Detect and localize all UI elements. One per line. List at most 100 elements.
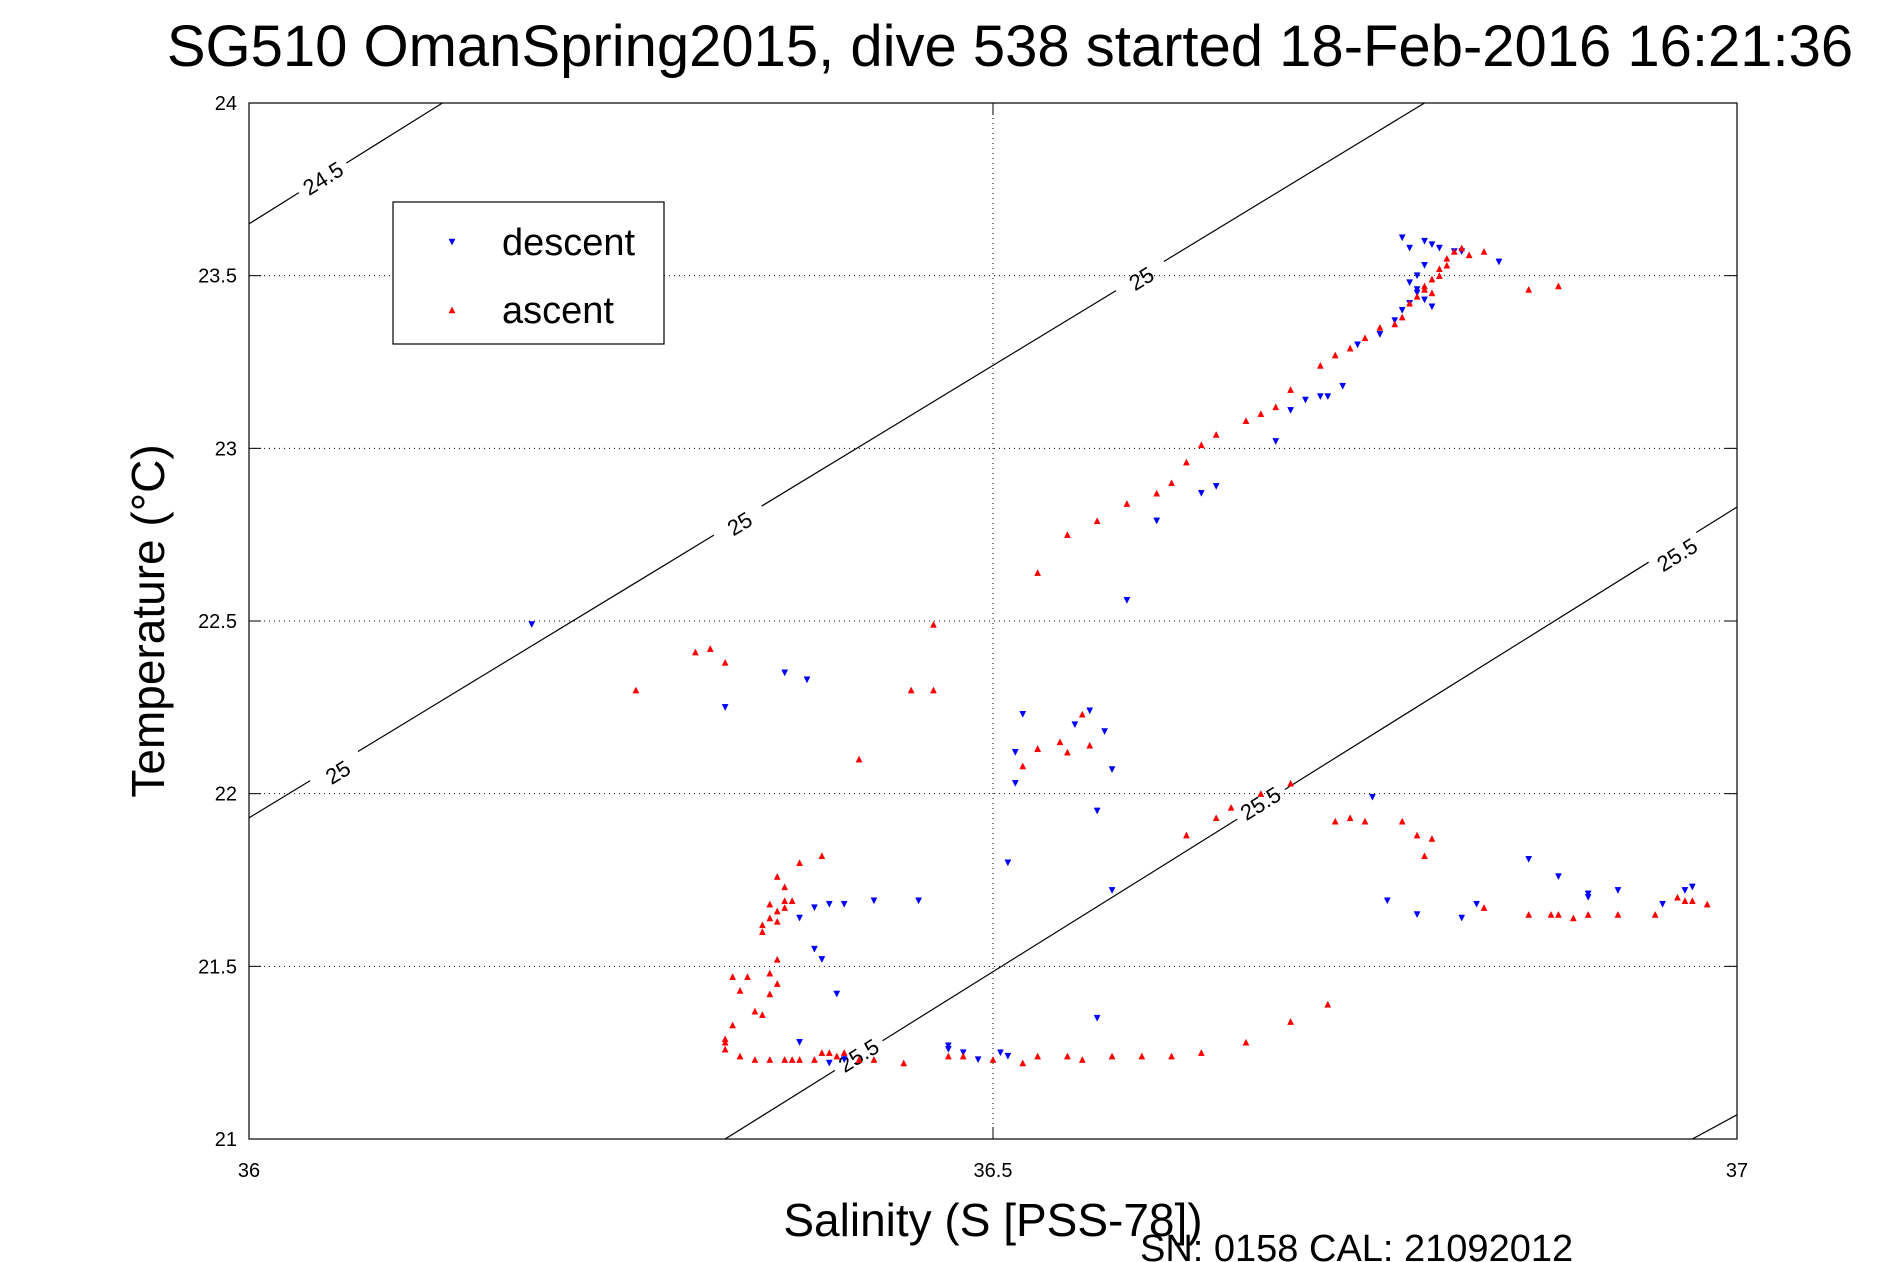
ascent-point: [825, 1049, 833, 1056]
descent-point: [1525, 856, 1533, 863]
ascent-point: [1584, 910, 1592, 918]
ascent-point: [930, 620, 937, 628]
descent-point: [1584, 890, 1592, 898]
descent-point: [1428, 303, 1436, 311]
ascent-point: [1361, 334, 1369, 342]
ascent-point: [1398, 313, 1406, 321]
descent-point: [1019, 710, 1027, 718]
density-contour-line: [357, 534, 715, 753]
ascent-point: [744, 973, 751, 980]
descent-point: [1413, 286, 1421, 294]
axis-ticks: 36 36.5 37 21 21.5 22 22.5 23 23.5 24: [198, 93, 1748, 1182]
ascent-point: [1287, 779, 1295, 787]
ascent-point: [1428, 275, 1436, 283]
ascent-point: [1525, 285, 1533, 293]
ascent-point: [1257, 410, 1265, 418]
chart-title: SG510 OmanSpring2015, dive 538 started 1…: [167, 14, 1853, 79]
serial-calibration-label: SN: 0158 CAL: 21092012: [1140, 1228, 1573, 1262]
ascent-point: [1443, 261, 1451, 269]
descent-point: [1011, 780, 1019, 787]
descent-point: [1093, 807, 1101, 815]
ascent-point: [721, 1038, 729, 1046]
descent-point: [1555, 873, 1562, 881]
density-contour-label: 25.5: [1236, 782, 1286, 826]
descent-point: [1495, 258, 1503, 266]
descent-point: [825, 1059, 833, 1067]
ascent-point: [1674, 893, 1681, 901]
descent-point: [803, 676, 811, 684]
ascent-point: [766, 969, 774, 977]
legend-box: [392, 201, 665, 345]
ascent-point: [758, 921, 766, 929]
ascent-point: [944, 1052, 952, 1060]
density-contour-line: [882, 818, 1238, 1042]
descent-point: [1681, 887, 1689, 894]
ascent-point: [1168, 1052, 1175, 1060]
ascent-point: [766, 1056, 774, 1063]
descent-point: [796, 914, 803, 922]
descent-point: [1004, 1052, 1012, 1060]
ascent-point: [1316, 361, 1324, 369]
ascent-point: [1331, 351, 1339, 359]
x-tick-label: 37: [1726, 1160, 1748, 1182]
ascent-point: [1688, 897, 1696, 904]
ascent-point: [736, 1052, 744, 1060]
ascent-point: [818, 1049, 826, 1056]
descent-point: [1406, 279, 1414, 287]
descent-point: [840, 900, 848, 908]
ascent-point: [1034, 1052, 1042, 1060]
ascent-point: [1413, 292, 1421, 300]
ascent-point: [781, 1056, 789, 1063]
descent-point: [818, 956, 826, 963]
descent-point: [1413, 911, 1421, 919]
ascent-point: [1019, 762, 1027, 770]
ascent-point: [729, 1021, 737, 1029]
descent-point: [915, 897, 923, 905]
ascent-point: [1078, 1056, 1086, 1063]
ascent-point: [1346, 344, 1354, 352]
ascent-point: [1555, 282, 1562, 290]
ascent-point: [1443, 254, 1451, 262]
ascent-point: [1034, 745, 1042, 753]
ascent-point: [758, 928, 766, 936]
ascent-point: [1153, 489, 1161, 497]
descent-point: [1413, 272, 1421, 280]
ascent-point: [781, 897, 789, 904]
ascent-point: [1197, 441, 1205, 449]
descent-point: [1101, 728, 1109, 736]
descent-point: [1421, 262, 1428, 269]
descent-point: [997, 1049, 1004, 1057]
descent-point: [528, 621, 536, 629]
y-tick-label: 22: [215, 784, 237, 806]
ascent-point: [1450, 247, 1458, 255]
ascent-point: [1168, 479, 1175, 487]
legend-label-descent: descent: [502, 222, 636, 264]
ascent-point: [1391, 320, 1399, 328]
ascent-point: [1242, 1038, 1250, 1046]
ascent-point: [773, 955, 781, 963]
descent-point: [1287, 407, 1295, 414]
descent-point: [811, 945, 818, 953]
descent-point: [870, 897, 878, 905]
ascent-point: [1063, 748, 1071, 756]
descent-point: [1339, 382, 1347, 390]
descent-point: [1272, 438, 1280, 445]
descent-point: [1406, 244, 1414, 252]
descent-point: [1473, 900, 1481, 908]
descent-point: [1383, 897, 1391, 905]
density-contour-line: [1284, 561, 1650, 790]
ascent-point: [1078, 710, 1086, 718]
density-contours: [249, 103, 1737, 1139]
y-tick-label: 21.5: [198, 956, 237, 978]
ascent-point: [855, 755, 863, 763]
ascent-point: [1421, 285, 1428, 293]
ascent-point: [1651, 910, 1659, 918]
density-contour-line: [346, 103, 443, 164]
descent-point: [1108, 766, 1116, 774]
ascent-point: [1019, 1059, 1027, 1067]
descent-point: [1324, 393, 1332, 401]
ascent-point: [751, 1056, 759, 1063]
y-tick-label: 23: [215, 438, 237, 460]
descent-point: [1086, 707, 1094, 715]
descent-point: [1584, 894, 1592, 901]
